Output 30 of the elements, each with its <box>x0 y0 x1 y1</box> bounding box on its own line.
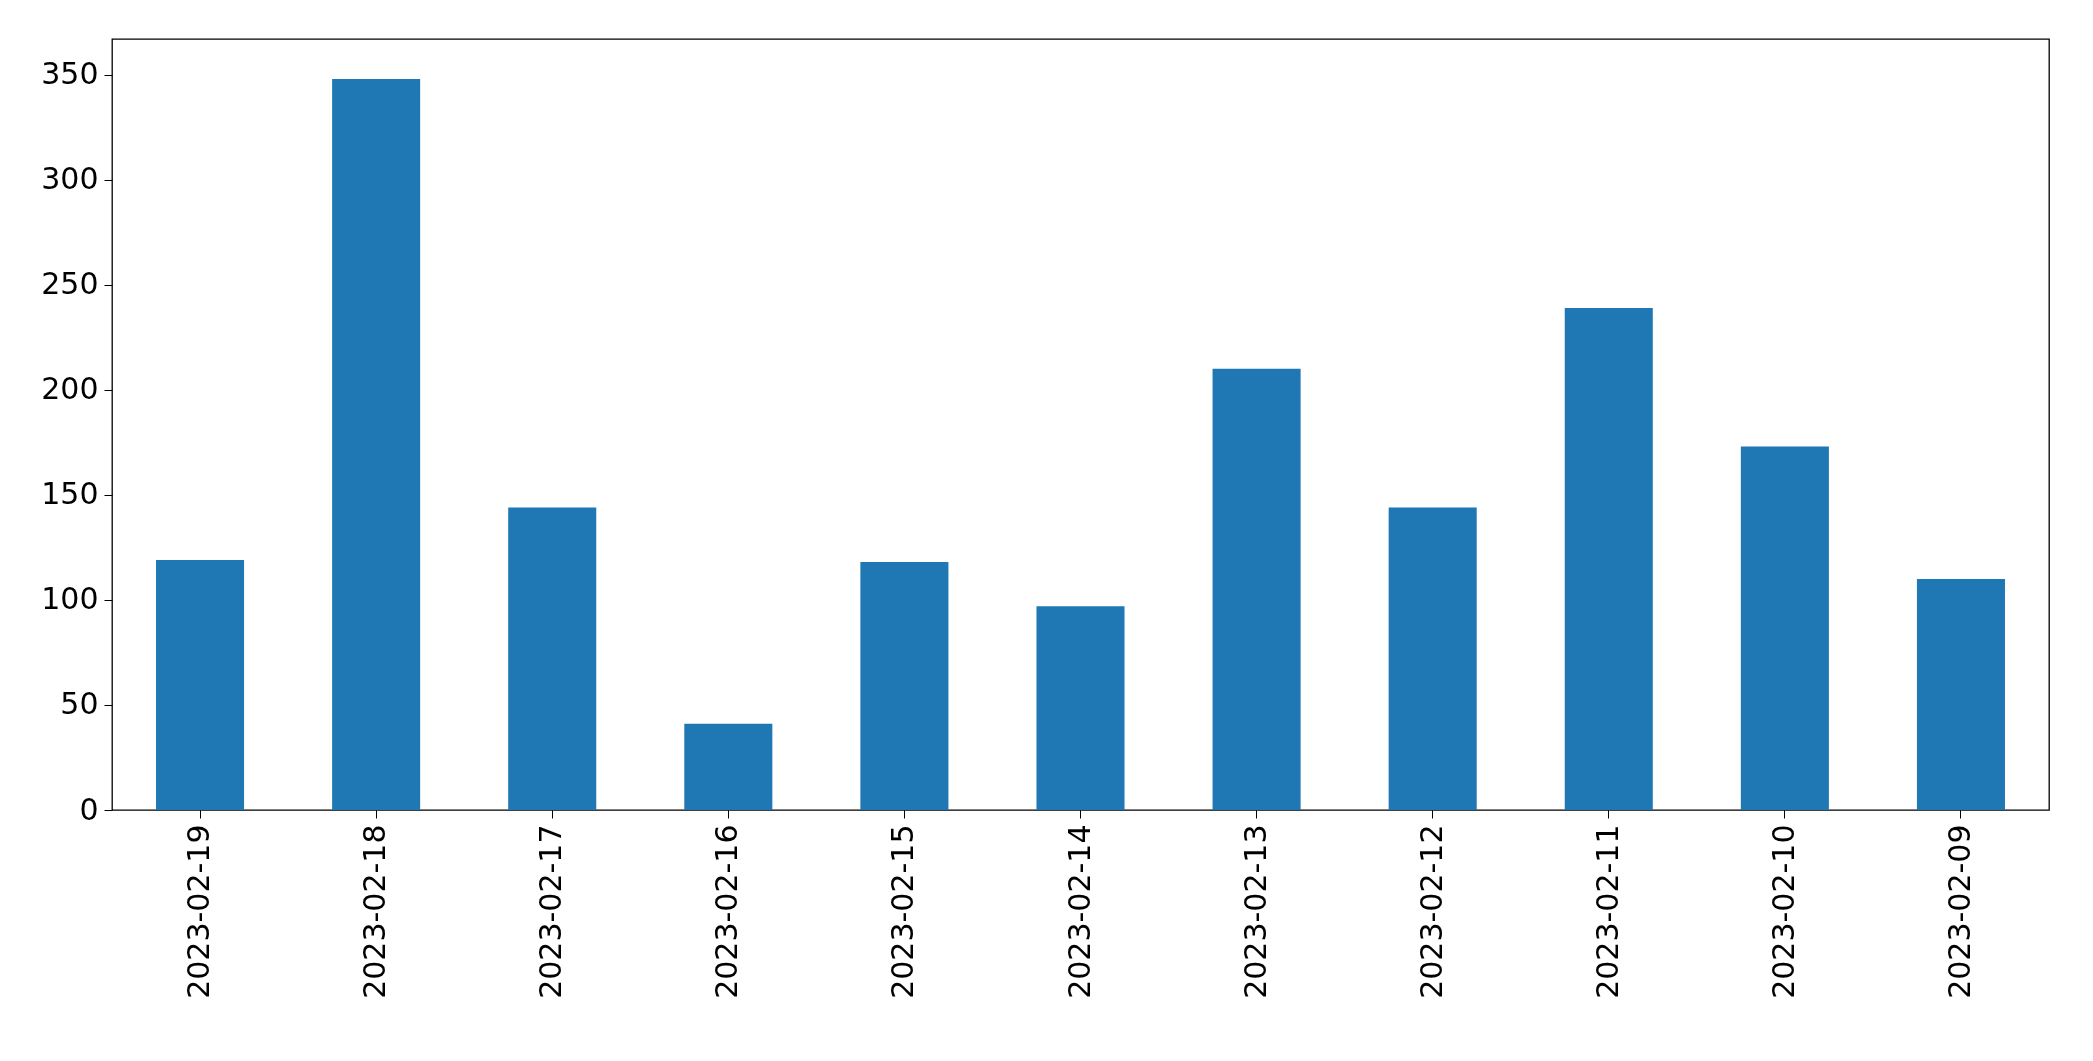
x-tick-label: 2023-02-12 <box>1413 824 1449 999</box>
x-tick-label: 2023-02-11 <box>1589 824 1625 999</box>
bar <box>684 723 773 810</box>
bar <box>1740 446 1829 810</box>
bar <box>1916 578 2005 810</box>
bar <box>1388 507 1477 810</box>
bar <box>860 562 949 810</box>
x-tick-label: 2023-02-09 <box>1941 824 1977 999</box>
x-tick-label: 2023-02-13 <box>1237 824 1273 999</box>
x-tick-label: 2023-02-10 <box>1765 824 1801 999</box>
y-tick-label: 0 <box>79 791 99 827</box>
bar <box>1036 606 1125 810</box>
y-tick-label: 250 <box>41 266 99 302</box>
y-tick-label: 350 <box>41 56 99 92</box>
x-tick-label: 2023-02-18 <box>357 824 393 999</box>
x-tick-label: 2023-02-19 <box>181 824 217 999</box>
bar <box>1212 368 1301 810</box>
x-tick-label: 2023-02-14 <box>1061 824 1097 999</box>
bar <box>1564 307 1653 810</box>
bar <box>508 507 597 810</box>
bar <box>332 78 421 810</box>
x-tick-label: 2023-02-15 <box>885 824 921 999</box>
y-tick-label: 150 <box>41 476 99 512</box>
bar <box>156 560 245 810</box>
y-tick-label: 50 <box>60 686 99 722</box>
y-tick-label: 200 <box>41 371 99 407</box>
y-tick-label: 300 <box>41 161 99 197</box>
x-tick-label: 2023-02-16 <box>709 824 745 999</box>
y-tick-label: 100 <box>41 581 99 617</box>
x-tick-label: 2023-02-17 <box>533 824 569 999</box>
